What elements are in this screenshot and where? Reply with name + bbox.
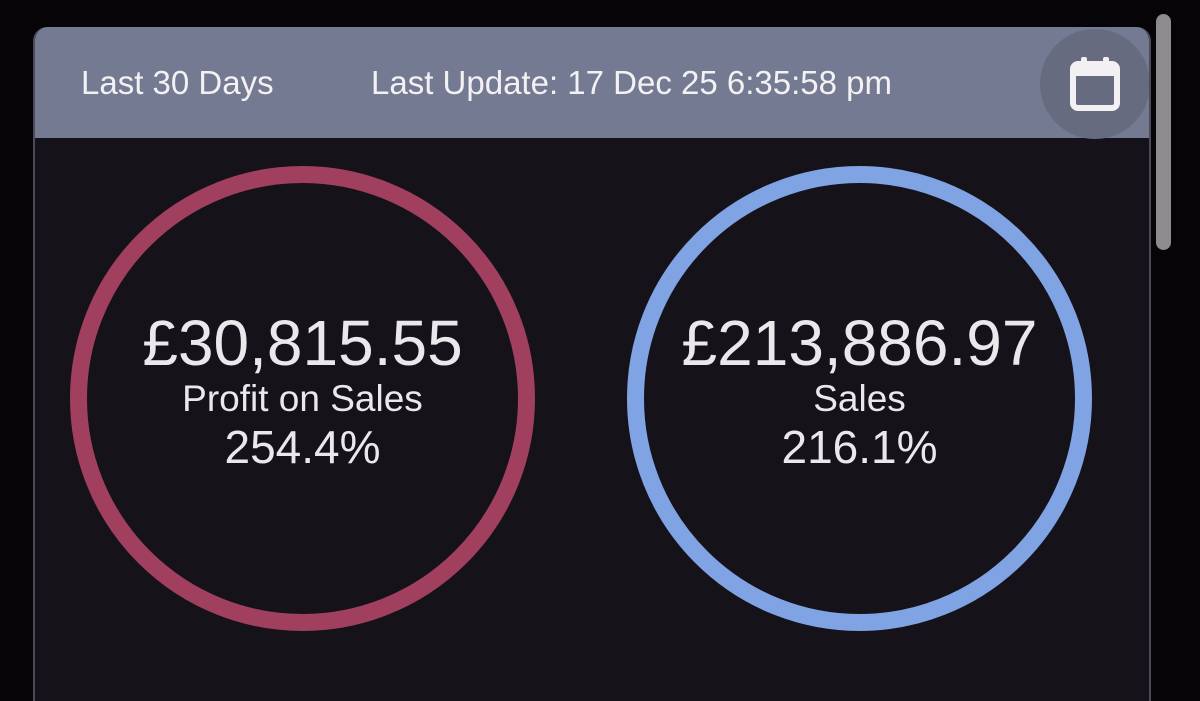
last-update-label: Last Update: 17 Dec 25 6:35:58 pm <box>371 64 893 101</box>
sales-label: Sales <box>813 377 906 419</box>
sales-percent: 216.1% <box>781 420 938 473</box>
profit-label: Profit on Sales <box>182 377 423 419</box>
period-label[interactable]: Last 30 Days <box>81 64 274 101</box>
card-header: Last 30 Days Last Update: 17 Dec 25 6:35… <box>35 27 1149 139</box>
profit-kpi-ring[interactable]: £30,815.55 Profit on Sales 254.4% <box>70 166 535 631</box>
scrollbar-thumb[interactable] <box>1156 14 1171 250</box>
profit-kpi-text: £30,815.55 Profit on Sales 254.4% <box>87 183 518 614</box>
sales-kpi-text: £213,886.97 Sales 216.1% <box>644 183 1075 614</box>
sales-kpi-ring[interactable]: £213,886.97 Sales 216.1% <box>627 166 1092 631</box>
profit-value: £30,815.55 <box>142 306 463 379</box>
kpi-card: Last 30 Days Last Update: 17 Dec 25 6:35… <box>33 27 1151 701</box>
profit-percent: 254.4% <box>224 420 381 473</box>
calendar-icon <box>1070 57 1120 111</box>
calendar-button[interactable] <box>1040 29 1149 139</box>
sales-value: £213,886.97 <box>681 306 1038 379</box>
